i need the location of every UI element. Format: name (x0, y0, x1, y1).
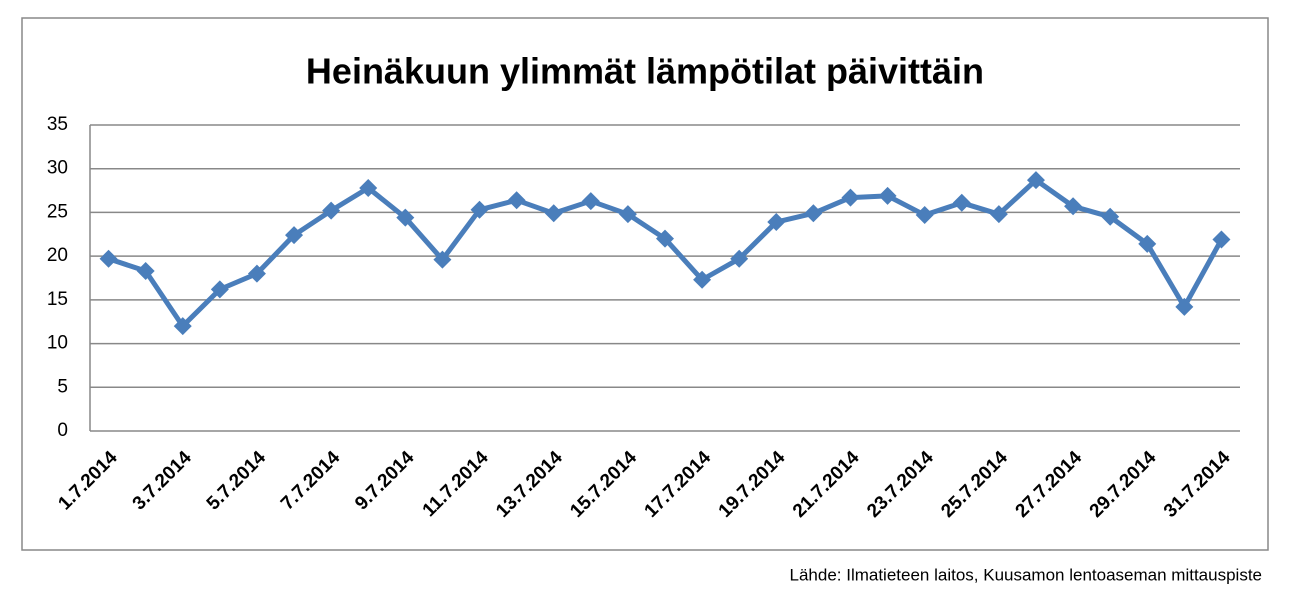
data-marker (210, 280, 229, 299)
data-marker (1212, 230, 1231, 249)
data-marker (581, 192, 600, 211)
chart-title: Heinäkuun ylimmät lämpötilat päivittäin (306, 51, 984, 92)
data-marker (1064, 197, 1083, 216)
data-marker (730, 249, 749, 268)
data-marker (322, 201, 341, 220)
data-marker (878, 186, 897, 205)
data-marker (247, 264, 266, 283)
data-marker (285, 226, 304, 245)
data-marker (99, 249, 118, 268)
y-tick-label: 20 (47, 245, 68, 266)
data-marker (544, 204, 563, 223)
data-marker (1175, 297, 1194, 316)
data-marker (507, 191, 526, 210)
data-marker (915, 206, 934, 225)
data-marker (841, 188, 860, 207)
data-marker (1026, 171, 1045, 190)
data-marker (136, 262, 155, 281)
data-marker (433, 250, 452, 269)
y-tick-label: 10 (47, 333, 68, 354)
y-tick-label: 15 (47, 289, 68, 310)
data-marker (1138, 234, 1157, 253)
y-tick-label: 35 (47, 114, 68, 135)
data-marker (359, 178, 378, 197)
y-tick-label: 25 (47, 201, 68, 222)
data-marker (396, 208, 415, 227)
chart-frame (21, 17, 1269, 551)
data-marker (804, 204, 823, 223)
data-marker (656, 229, 674, 248)
y-tick-label: 30 (47, 158, 68, 179)
data-marker (767, 213, 786, 232)
data-marker (470, 200, 489, 219)
data-marker (173, 317, 192, 336)
data-marker (952, 193, 971, 212)
data-marker (1101, 207, 1120, 226)
data-marker (989, 205, 1008, 224)
source-note: Lähde: Ilmatieteen laitos, Kuusamon lent… (790, 565, 1263, 584)
y-tick-label: 0 (57, 420, 68, 441)
y-tick-label: 5 (57, 376, 68, 397)
data-marker (693, 270, 712, 289)
data-marker (618, 205, 637, 224)
